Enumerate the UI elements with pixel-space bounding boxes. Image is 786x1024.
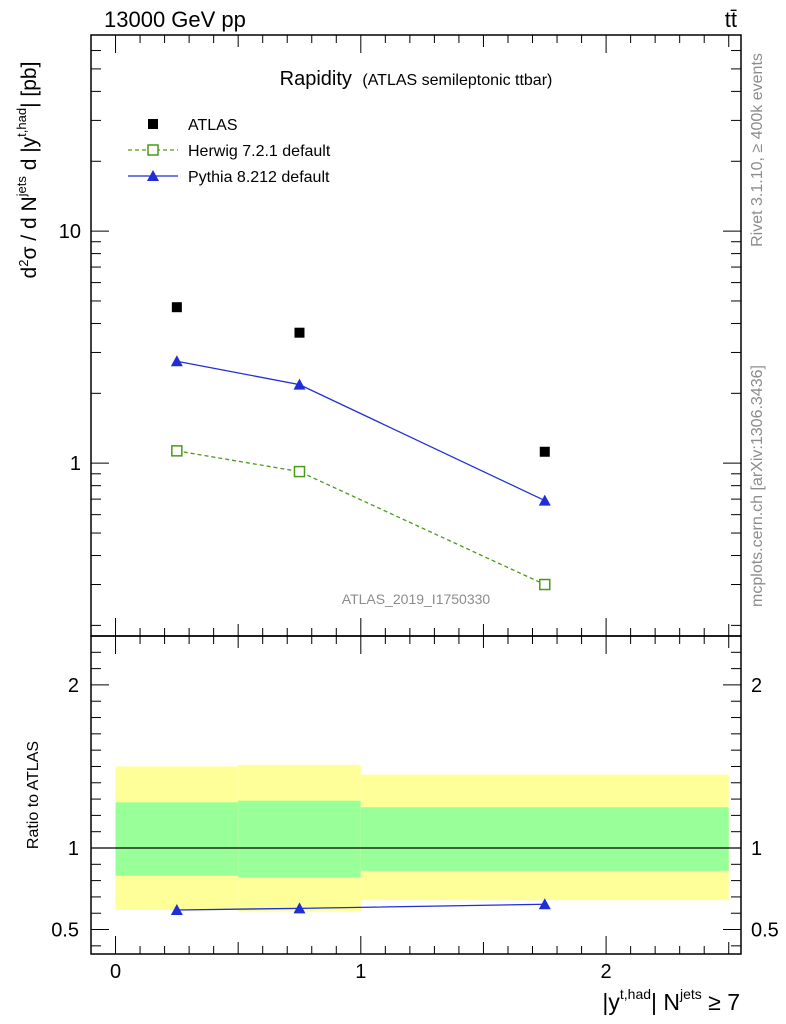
series-line [176,360,546,502]
ratio-data-point [293,902,306,914]
rivet-label: Rivet 3.1.10, ≥ 400k events [749,53,766,247]
analysis-label: ATLAS_2019_I1750330 [342,591,491,607]
uncertainty-band-stat [360,807,729,871]
ratio-y-tick-label-left: 0.5 [51,920,79,942]
herwig-data-point [539,578,551,591]
pythia-data-point [538,494,551,506]
x-axis-label: |yt,had| Njets ≥ 7 [602,986,740,1015]
herwig-data-point [293,465,306,478]
main-y-axis-label: d2σ / d Njets d |yt,had| [pb] [14,62,41,279]
legend-marker-herwig [147,144,159,156]
pythia-data-point [293,378,306,390]
legend-marker-atlas [148,119,158,129]
main-panel: 1 10 [59,34,742,637]
x-tick-label: 2 [601,961,612,983]
atlas-data-point [294,327,305,338]
legend: ATLAS Herwig 7.2.1 default Pythia 8.212 … [128,117,331,186]
ratio-frame [90,635,742,955]
header-left: 13000 GeV pp [104,7,246,32]
plot-title: Rapidity (ATLAS semileptonic ttbar) [280,68,553,90]
main-y-tick-label: 10 [59,221,81,243]
ratio-data-point [538,898,551,910]
legend-label-atlas: ATLAS [188,117,238,134]
atlas-data-point [171,302,182,313]
ratio-y-tick-label-right: 0.5 [751,920,779,942]
legend-marker-pythia [147,170,159,181]
ratio-y-tick-label-right: 1 [751,838,762,860]
plot-title-sub: (ATLAS semileptonic ttbar) [362,72,552,89]
ratio-y-axis-label: Ratio to ATLAS [25,741,42,849]
ratio-y-tick-label-left: 1 [68,838,79,860]
x-tick-label: 1 [355,961,366,983]
atlas-data-point [539,446,550,457]
ratio-panel: 0.5 0.5 1 1 2 2 0 1 2 [51,635,779,983]
ratio-data-point [170,903,183,915]
uncertainty-band-stat [238,800,361,878]
uncertainty-band-stat [115,802,239,876]
main-y-tick-label: 1 [70,453,81,475]
legend-label-pythia: Pythia 8.212 default [188,169,330,186]
pythia-data-point [170,355,183,367]
header-right: tt̄ [725,7,737,32]
legend-label-herwig: Herwig 7.2.1 default [188,143,331,160]
series-line [176,450,546,586]
ratio-y-tick-label-right: 2 [751,675,762,697]
plot-title-main: Rapidity [280,68,352,90]
mcplots-label: mcplots.cern.ch [arXiv:1306.3436] [749,365,766,607]
herwig-data-point [171,445,183,457]
x-tick-label: 0 [110,961,121,983]
ratio-y-tick-label-left: 2 [68,675,79,697]
